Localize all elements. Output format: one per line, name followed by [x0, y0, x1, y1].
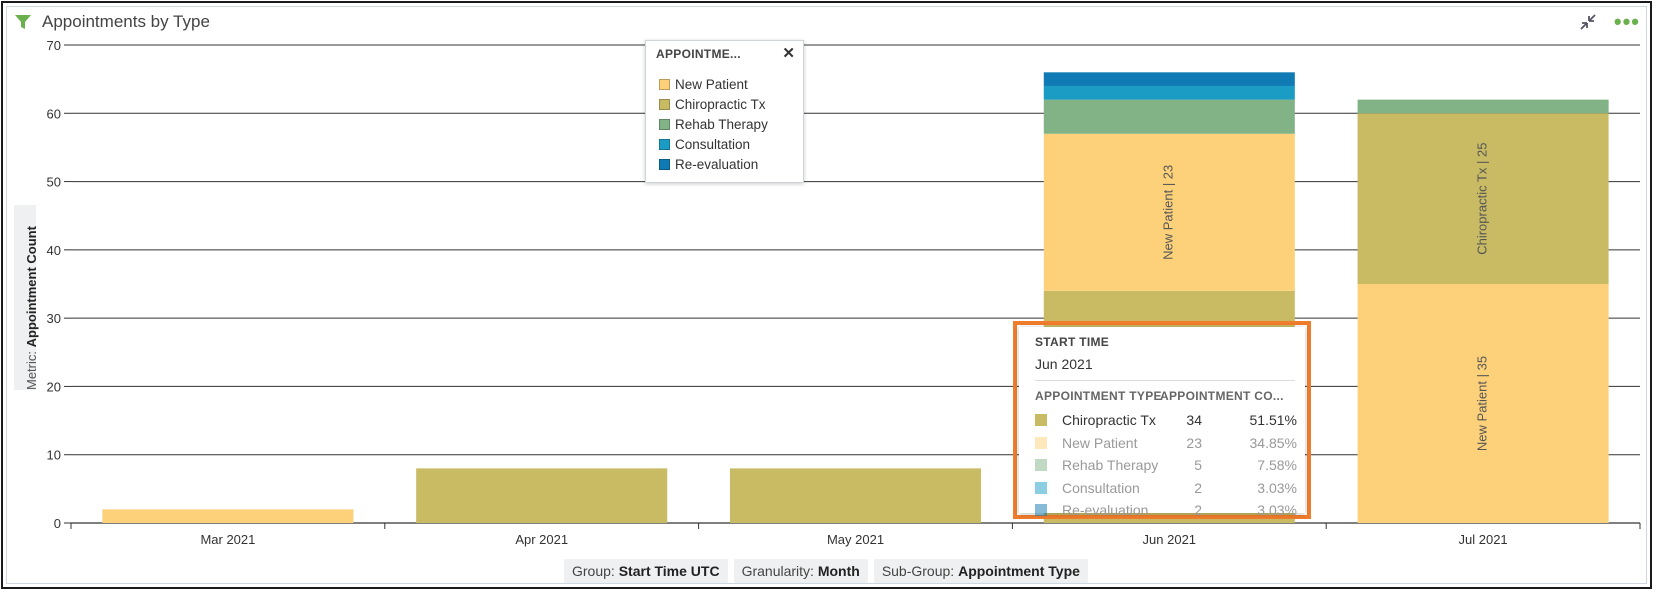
x-tick-label: Apr 2021 — [515, 532, 568, 547]
tooltip-swatch — [1035, 481, 1047, 494]
tooltip-row-name: Re-evaluation — [1062, 502, 1149, 519]
x-tick-label: Jun 2021 — [1143, 532, 1197, 547]
tooltip-row-percent: 3.03% — [1257, 479, 1297, 496]
tooltip-highlight-border — [1013, 321, 1311, 519]
legend-item[interactable]: Rehab Therapy — [659, 114, 768, 134]
legend-swatch — [659, 98, 670, 110]
legend-label: Re-evaluation — [675, 156, 759, 172]
legend-label: Chiropractic Tx — [675, 96, 766, 112]
footer-settings: Group: Start Time UTC Granularity: Month… — [564, 559, 1088, 583]
tooltip-row-name: Rehab Therapy — [1062, 457, 1159, 474]
granularity-value: Month — [817, 563, 860, 579]
tooltip-row: Chiropractic Tx 34 51.51% — [1035, 409, 1297, 432]
bar-segment[interactable] — [729, 468, 982, 523]
legend-item[interactable]: New Patient — [659, 74, 768, 94]
tooltip-row-percent: 34.85% — [1249, 434, 1297, 451]
legend-label: Consultation — [675, 136, 751, 152]
y-tick-label: 20 — [47, 379, 61, 394]
data-label: New Patient | 23 — [1161, 165, 1176, 260]
tooltip-divider — [1035, 380, 1295, 381]
filter-icon[interactable] — [14, 13, 32, 31]
tooltip-row-count: 34 — [1186, 412, 1202, 429]
legend-title: APPOINTME... — [656, 47, 741, 61]
bar-segment[interactable] — [1357, 113, 1609, 285]
legend-list: New Patient Chiropractic Tx Rehab Therapy C… — [659, 74, 768, 174]
widget-actions: ••• — [1578, 9, 1640, 34]
legend-item[interactable]: Consultation — [659, 134, 768, 154]
bar-segment[interactable] — [416, 468, 668, 523]
x-tick-label: May 2021 — [827, 532, 884, 547]
granularity-label: Granularity: — [741, 563, 814, 579]
tooltip-row-name: Consultation — [1062, 479, 1140, 496]
bar-segment[interactable] — [1043, 99, 1295, 134]
group-label: Group: — [572, 563, 615, 579]
bar-segment[interactable] — [1043, 72, 1295, 86]
chart-widget-inner — [6, 6, 1647, 584]
widget-header: Appointments by Type — [14, 10, 210, 34]
x-tick-label: Jul 2021 — [1459, 532, 1508, 547]
bar-segment[interactable] — [1043, 85, 1295, 100]
tooltip-row-count: 23 — [1186, 434, 1202, 451]
tooltip-row: Consultation 2 3.03% — [1035, 477, 1297, 500]
y-tick-label: 0 — [54, 516, 61, 531]
tooltip-col-count: APPOINTMENT CO... — [1160, 389, 1284, 403]
y-tick-label: 30 — [47, 311, 61, 326]
bar-segment[interactable] — [1043, 133, 1295, 291]
subgroup-value: Appointment Type — [958, 563, 1080, 579]
granularity-pill[interactable]: Granularity: Month — [733, 559, 868, 583]
legend-panel: APPOINTME... ✕ New Patient Chiropractic T… — [645, 40, 804, 183]
tooltip-col-type: APPOINTMENT TYPE — [1035, 389, 1162, 403]
tooltip-row-percent: 7.58% — [1257, 457, 1297, 474]
tooltip-row-percent: 3.03% — [1257, 502, 1297, 519]
more-options-icon[interactable]: ••• — [1613, 9, 1640, 34]
tooltip-row: New Patient 23 34.85% — [1035, 432, 1297, 455]
y-tick-label: 70 — [47, 38, 61, 53]
y-tick-label: 10 — [47, 448, 61, 463]
legend-label: Rehab Therapy — [675, 116, 768, 132]
bar-segment[interactable] — [1357, 284, 1609, 523]
tooltip-row-count: 2 — [1194, 502, 1202, 519]
legend-swatch — [659, 78, 670, 90]
legend-swatch — [659, 158, 670, 170]
subgroup-pill[interactable]: Sub-Group: Appointment Type — [873, 559, 1088, 583]
tooltip-row-count: 2 — [1194, 479, 1202, 496]
legend-item[interactable]: Re-evaluation — [659, 154, 768, 174]
tooltip-row-percent: 51.51% — [1249, 412, 1297, 429]
tooltip-rows: Chiropractic Tx 34 51.51% New Patient 23 34.8… — [1035, 409, 1297, 522]
chart-title: Appointments by Type — [42, 12, 210, 31]
group-value: Start Time UTC — [618, 563, 720, 579]
tooltip-row: Rehab Therapy 5 7.58% — [1035, 454, 1297, 477]
bar-segment[interactable] — [102, 509, 354, 523]
y-tick-label: 60 — [47, 106, 61, 121]
metric-label-bg — [14, 205, 36, 390]
tooltip-swatch — [1035, 414, 1047, 427]
data-label: New Patient | 35 — [1475, 356, 1490, 451]
legend-item[interactable]: Chiropractic Tx — [659, 94, 768, 114]
tooltip-swatch — [1035, 436, 1047, 449]
tooltip-start-value: Jun 2021 — [1035, 356, 1093, 372]
tooltip-row-count: 5 — [1194, 457, 1202, 474]
legend-swatch — [659, 138, 670, 150]
subgroup-label: Sub-Group: — [881, 563, 955, 579]
tooltip-row: Re-evaluation 2 3.03% — [1035, 499, 1297, 522]
collapse-icon[interactable] — [1578, 12, 1598, 32]
tooltip: START TIME Jun 2021 APPOINTMENT TYPE APP… — [1019, 327, 1305, 518]
tooltip-row-name: Chiropractic Tx — [1062, 412, 1156, 429]
tooltip-row-name: New Patient — [1062, 434, 1138, 451]
data-label: Chiropractic Tx | 25 — [1475, 143, 1490, 255]
tooltip-swatch — [1035, 504, 1047, 517]
close-icon[interactable]: ✕ — [782, 45, 795, 62]
x-tick-label: Mar 2021 — [200, 532, 255, 547]
y-tick-label: 40 — [47, 243, 61, 258]
tooltip-swatch — [1035, 459, 1047, 472]
tooltip-start-label: START TIME — [1035, 335, 1110, 349]
bar-segment[interactable] — [1357, 99, 1609, 114]
y-tick-label: 50 — [47, 175, 61, 190]
legend-swatch — [659, 118, 670, 130]
legend-label: New Patient — [675, 76, 748, 92]
group-pill[interactable]: Group: Start Time UTC — [564, 559, 728, 583]
